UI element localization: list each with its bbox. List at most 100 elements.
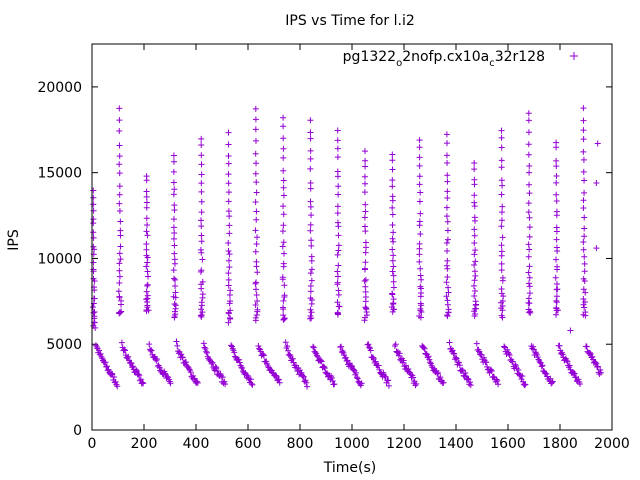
data-point (559, 351, 566, 358)
data-point (526, 214, 533, 221)
data-point (225, 129, 232, 136)
data-point (467, 382, 474, 389)
data-point (300, 373, 307, 380)
data-point (444, 247, 451, 254)
data-point (459, 366, 466, 373)
data-point (282, 339, 289, 346)
data-point (499, 274, 506, 281)
data-point (549, 378, 556, 385)
data-point (252, 126, 259, 133)
data-point (279, 228, 286, 235)
data-point (116, 273, 123, 280)
data-point (471, 268, 478, 275)
data-point (129, 363, 136, 370)
data-point (444, 159, 451, 166)
data-point (581, 260, 588, 267)
data-point (280, 222, 287, 229)
data-point (581, 299, 588, 306)
data-point (499, 234, 506, 241)
data-point (320, 363, 327, 370)
x-tick-label: 600 (235, 436, 262, 452)
data-point (260, 352, 267, 359)
y-tick-label: 10000 (37, 251, 82, 267)
data-point (171, 300, 178, 307)
data-point (310, 344, 317, 351)
data-point (143, 240, 150, 247)
data-point (307, 295, 314, 302)
data-point (252, 301, 259, 308)
data-point (308, 277, 315, 284)
data-point (117, 227, 124, 234)
data-point (493, 376, 500, 383)
data-point (382, 373, 389, 380)
data-point (225, 189, 232, 196)
data-point (526, 263, 533, 270)
data-point (178, 351, 185, 358)
data-point (522, 381, 529, 388)
data-point (143, 246, 150, 253)
data-point (390, 263, 397, 270)
data-point (362, 249, 369, 256)
data-point (580, 127, 587, 134)
y-axis-label: IPS (6, 229, 22, 251)
data-point (335, 247, 342, 254)
data-point (515, 366, 522, 373)
data-point (172, 289, 179, 296)
data-point (171, 308, 178, 315)
data-point (135, 371, 142, 378)
data-point (96, 347, 103, 354)
data-point (500, 293, 507, 300)
data-point (170, 152, 177, 159)
data-point (127, 359, 134, 366)
data-point (116, 183, 123, 190)
data-point (280, 114, 287, 121)
data-point (525, 141, 532, 148)
data-point (580, 238, 587, 245)
chart-title: IPS vs Time for l.i2 (285, 13, 415, 29)
data-point (471, 160, 478, 167)
legend-label: pg1322o2nofp.cx10ac32r128 (343, 49, 545, 69)
data-point (427, 359, 434, 366)
data-point (308, 242, 315, 249)
data-point (553, 280, 560, 287)
data-point (170, 216, 177, 223)
data-point (444, 188, 451, 195)
data-point (139, 379, 146, 386)
data-points (89, 105, 605, 390)
data-point (253, 179, 260, 186)
data-point (225, 319, 232, 326)
data-point (410, 374, 417, 381)
data-point (144, 292, 151, 299)
data-point (525, 209, 532, 216)
data-point (581, 189, 588, 196)
data-point (416, 154, 423, 161)
data-point (279, 304, 286, 311)
data-point (171, 186, 178, 193)
data-point (580, 105, 587, 112)
data-point-outlier (593, 179, 600, 186)
data-point (580, 205, 587, 212)
data-point (116, 153, 123, 160)
data-point (472, 298, 479, 305)
data-point (170, 158, 177, 165)
data-point (529, 343, 536, 350)
data-point (416, 181, 423, 188)
data-point (121, 346, 128, 353)
data-point (334, 127, 341, 134)
data-point (472, 310, 479, 317)
legend-label-tail: 32r128 (495, 49, 545, 65)
data-point (338, 343, 345, 350)
data-point (170, 168, 177, 175)
data-point (173, 338, 180, 345)
data-point (472, 258, 479, 265)
data-point (580, 295, 587, 302)
data-point (444, 313, 451, 320)
data-point (116, 260, 123, 267)
data-point (91, 319, 98, 326)
x-tick-label: 400 (183, 436, 210, 452)
data-point (443, 152, 450, 159)
data-point (362, 259, 369, 266)
data-point (527, 309, 534, 316)
data-point (116, 200, 123, 207)
data-point (144, 282, 151, 289)
